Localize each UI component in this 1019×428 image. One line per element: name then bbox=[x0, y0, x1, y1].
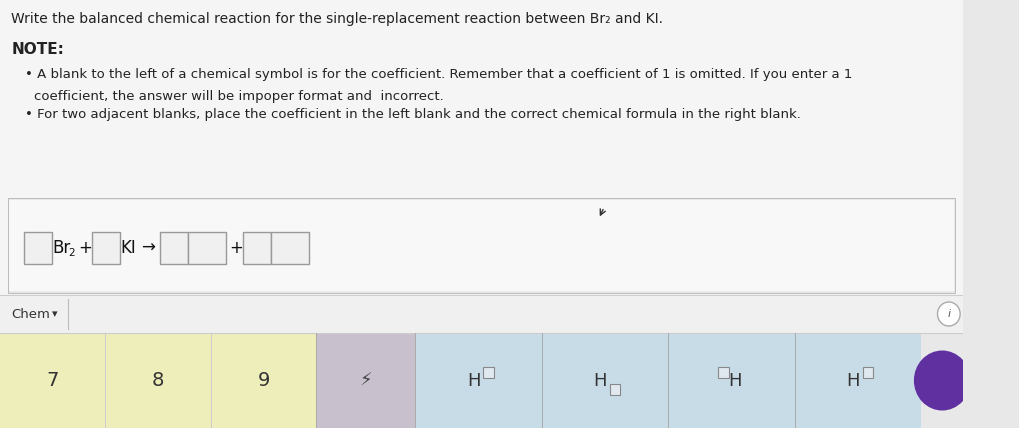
Bar bbox=[862, 366, 872, 377]
Text: ⚡: ⚡ bbox=[359, 372, 372, 389]
Text: H: H bbox=[593, 372, 606, 389]
Text: i: i bbox=[947, 309, 950, 319]
Bar bbox=[23, 232, 52, 264]
Text: NOTE:: NOTE: bbox=[11, 42, 64, 57]
Bar bbox=[187, 232, 225, 264]
Text: Br: Br bbox=[53, 239, 71, 257]
Text: 9: 9 bbox=[257, 371, 269, 390]
Text: H: H bbox=[467, 372, 480, 389]
Bar bbox=[243, 232, 271, 264]
Text: ▾: ▾ bbox=[52, 309, 57, 319]
Bar bbox=[0, 333, 316, 428]
Bar bbox=[7, 198, 955, 293]
Text: +: + bbox=[78, 239, 92, 257]
Text: Chem: Chem bbox=[11, 307, 50, 321]
Text: 2: 2 bbox=[68, 248, 74, 258]
Bar bbox=[9, 200, 953, 291]
Text: H: H bbox=[728, 372, 742, 389]
Text: +: + bbox=[229, 239, 244, 257]
Bar bbox=[0, 0, 962, 295]
Circle shape bbox=[913, 351, 969, 410]
Bar bbox=[415, 333, 920, 428]
Text: • For two adjacent blanks, place the coefficient in the left blank and the corre: • For two adjacent blanks, place the coe… bbox=[24, 108, 800, 121]
Bar bbox=[271, 232, 309, 264]
Text: →: → bbox=[141, 239, 155, 257]
Bar bbox=[159, 232, 187, 264]
Bar bbox=[0, 295, 962, 333]
Text: Write the balanced chemical reaction for the single-replacement reaction between: Write the balanced chemical reaction for… bbox=[11, 12, 662, 26]
Bar bbox=[717, 366, 729, 377]
Text: H: H bbox=[846, 372, 859, 389]
Circle shape bbox=[936, 302, 959, 326]
Text: KI: KI bbox=[120, 239, 137, 257]
Bar bbox=[92, 232, 120, 264]
Text: 7: 7 bbox=[47, 371, 59, 390]
Text: 8: 8 bbox=[152, 371, 164, 390]
Text: coefficient, the answer will be impoper format and  incorrect.: coefficient, the answer will be impoper … bbox=[34, 90, 443, 103]
Bar bbox=[483, 366, 493, 377]
Bar bbox=[316, 333, 415, 428]
Bar bbox=[609, 383, 620, 395]
Text: • A blank to the left of a chemical symbol is for the coefficient. Remember that: • A blank to the left of a chemical symb… bbox=[24, 68, 851, 81]
